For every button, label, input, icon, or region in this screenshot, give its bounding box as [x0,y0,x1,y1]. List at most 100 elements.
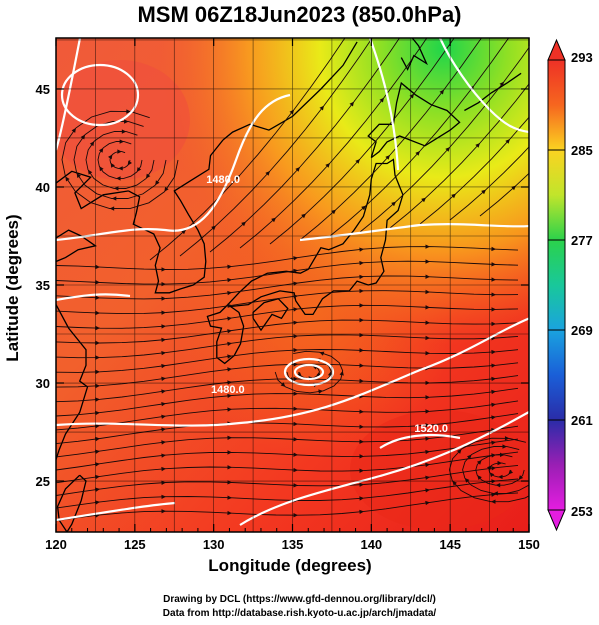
wind-arrow [280,382,286,387]
wind-arrow [491,376,496,382]
streamline [56,349,519,373]
contour-line [56,501,176,522]
y-tick-label: 40 [36,180,50,195]
wind-arrow [464,17,468,22]
wind-arrow [466,454,472,460]
wind-arrow [95,264,100,270]
wind-arrow [161,363,166,369]
y-tick-label: 25 [36,474,50,489]
wind-arrow [116,176,121,181]
wind-arrow [127,160,132,166]
wind-arrow [319,351,325,356]
wind-arrow [227,341,232,346]
wind-arrow [227,380,232,385]
streamline [56,400,519,431]
wind-arrow [227,303,232,309]
x-tick-label: 120 [45,537,67,552]
wind-arrow [227,435,232,440]
wind-arrow [339,370,344,376]
wind-arrow [491,363,496,368]
chart-title: MSM 06Z18Jun2023 (850.0hPa) [137,2,462,27]
contour-line [56,317,529,427]
wind-arrow [121,129,127,134]
wind-arrow [118,166,123,171]
y-tick-label: 35 [36,278,50,293]
wind-arrow [227,510,232,516]
wind-arrow [491,402,496,407]
wind-arrow [293,281,298,286]
wind-arrow [293,513,298,518]
wind-arrow [425,335,430,341]
wind-arrow [425,395,430,400]
wind-arrow [241,221,246,227]
wind-arrow [490,499,496,504]
wind-arrow [374,29,378,34]
wind-arrow [161,350,166,356]
wind-arrow [227,329,232,334]
wind-arrow [355,159,360,164]
wind-arrow [227,316,232,321]
streamline [56,451,519,484]
axis-ticks: 120 125 130 135 140 145 150 25 30 35 40 45 [36,38,540,552]
wind-arrow [439,89,444,95]
y-tick-label: 45 [36,82,50,97]
contour-line [239,411,529,526]
colorbar-tick-label: 293 [571,50,593,65]
wind-arrow [95,423,100,429]
contour-labels: 1480.0 1480.0 1520.0 [206,174,448,435]
wind-arrow [161,296,166,301]
colorbar-tick-label: 269 [571,323,593,338]
wind-arrow [491,292,496,297]
colorbar-tick-label: 253 [571,504,593,519]
contour-line [379,433,461,449]
wind-arrow [508,469,514,475]
wind-arrow [161,337,166,343]
wind-arrow [293,362,298,367]
wind-arrow [498,474,503,480]
wind-arrow [391,201,396,207]
wind-arrow [421,197,426,203]
wind-arrow [425,274,430,279]
wind-arrow [359,378,364,384]
streamline [56,413,519,445]
wind-arrow [491,415,496,420]
wind-arrow [95,340,100,346]
colorbar-tick-label: 277 [571,233,593,248]
wind-arrow [95,449,100,454]
wind-arrow [452,480,457,486]
wind-arrow [361,205,366,211]
wind-arrow [491,246,496,252]
contour-line [56,93,291,242]
wind-arrow [161,376,166,381]
wind-arrow [227,264,232,269]
wind-arrow [293,294,298,299]
wind-arrow [124,119,129,124]
wind-arrow [293,452,298,457]
wind-arrow [318,389,324,394]
coastline [222,41,358,141]
wind-arrow [293,467,298,473]
credit-drawing: Drawing by DCL (https://www.gfd-dennou.o… [163,594,436,605]
wind-arrow [404,25,408,30]
wind-arrow [235,175,240,180]
wind-arrow [113,186,119,191]
wind-arrow [539,486,544,491]
contour-ring [60,63,140,127]
wind-arrow [434,21,438,26]
wind-arrow [425,305,430,310]
wind-arrow [425,423,430,428]
wind-arrow [136,167,142,173]
wind-arrow [415,151,420,156]
wind-arrow [359,509,364,515]
wind-arrow [495,482,501,488]
wind-arrow [227,450,232,455]
wind-arrow [155,180,160,186]
wind-arrow [293,391,298,396]
wind-arrow [161,267,166,272]
x-tick-label: 150 [518,537,540,552]
coastlines [56,38,522,532]
wind-arrow [476,459,482,465]
wind-arrow [95,397,100,402]
streamline [56,375,519,403]
x-tick-label: 145 [439,537,461,552]
